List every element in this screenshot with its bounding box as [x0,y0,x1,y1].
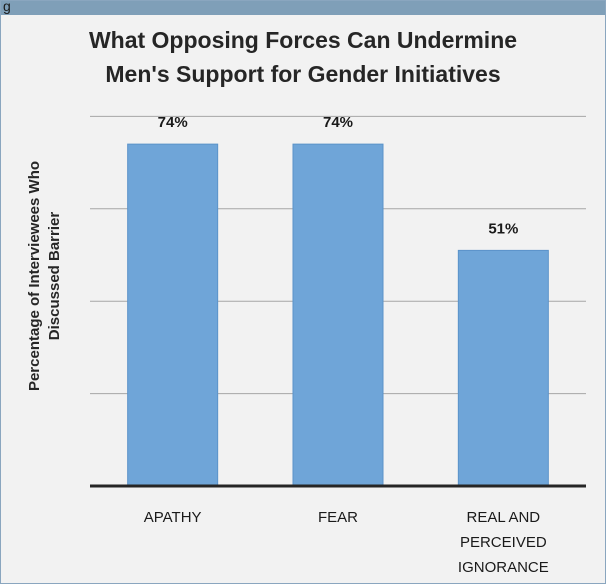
data-label-1: 74% [323,114,353,131]
category-label-0-0: APATHY [144,509,202,526]
bar-1 [292,143,384,487]
category-label-1-0: FEAR [318,509,358,526]
category-label-2-1: PERCEIVED [460,534,547,551]
category-label-2-2: IGNORANCE [458,559,549,576]
category-label-2-0: REAL AND [467,509,541,526]
top-band: g [1,0,605,15]
data-label-2: 51% [488,220,518,237]
chart-title-line-2: Men's Support for Gender Initiatives [105,61,501,87]
bar-2 [457,249,549,487]
data-label-0: 74% [158,114,188,131]
bar-0 [127,143,219,487]
chart-title-line-1: What Opposing Forces Can Undermine [88,27,518,53]
chart-title: What Opposing Forces Can Undermine Men's… [1,23,605,91]
top-band-label: g [3,0,11,14]
